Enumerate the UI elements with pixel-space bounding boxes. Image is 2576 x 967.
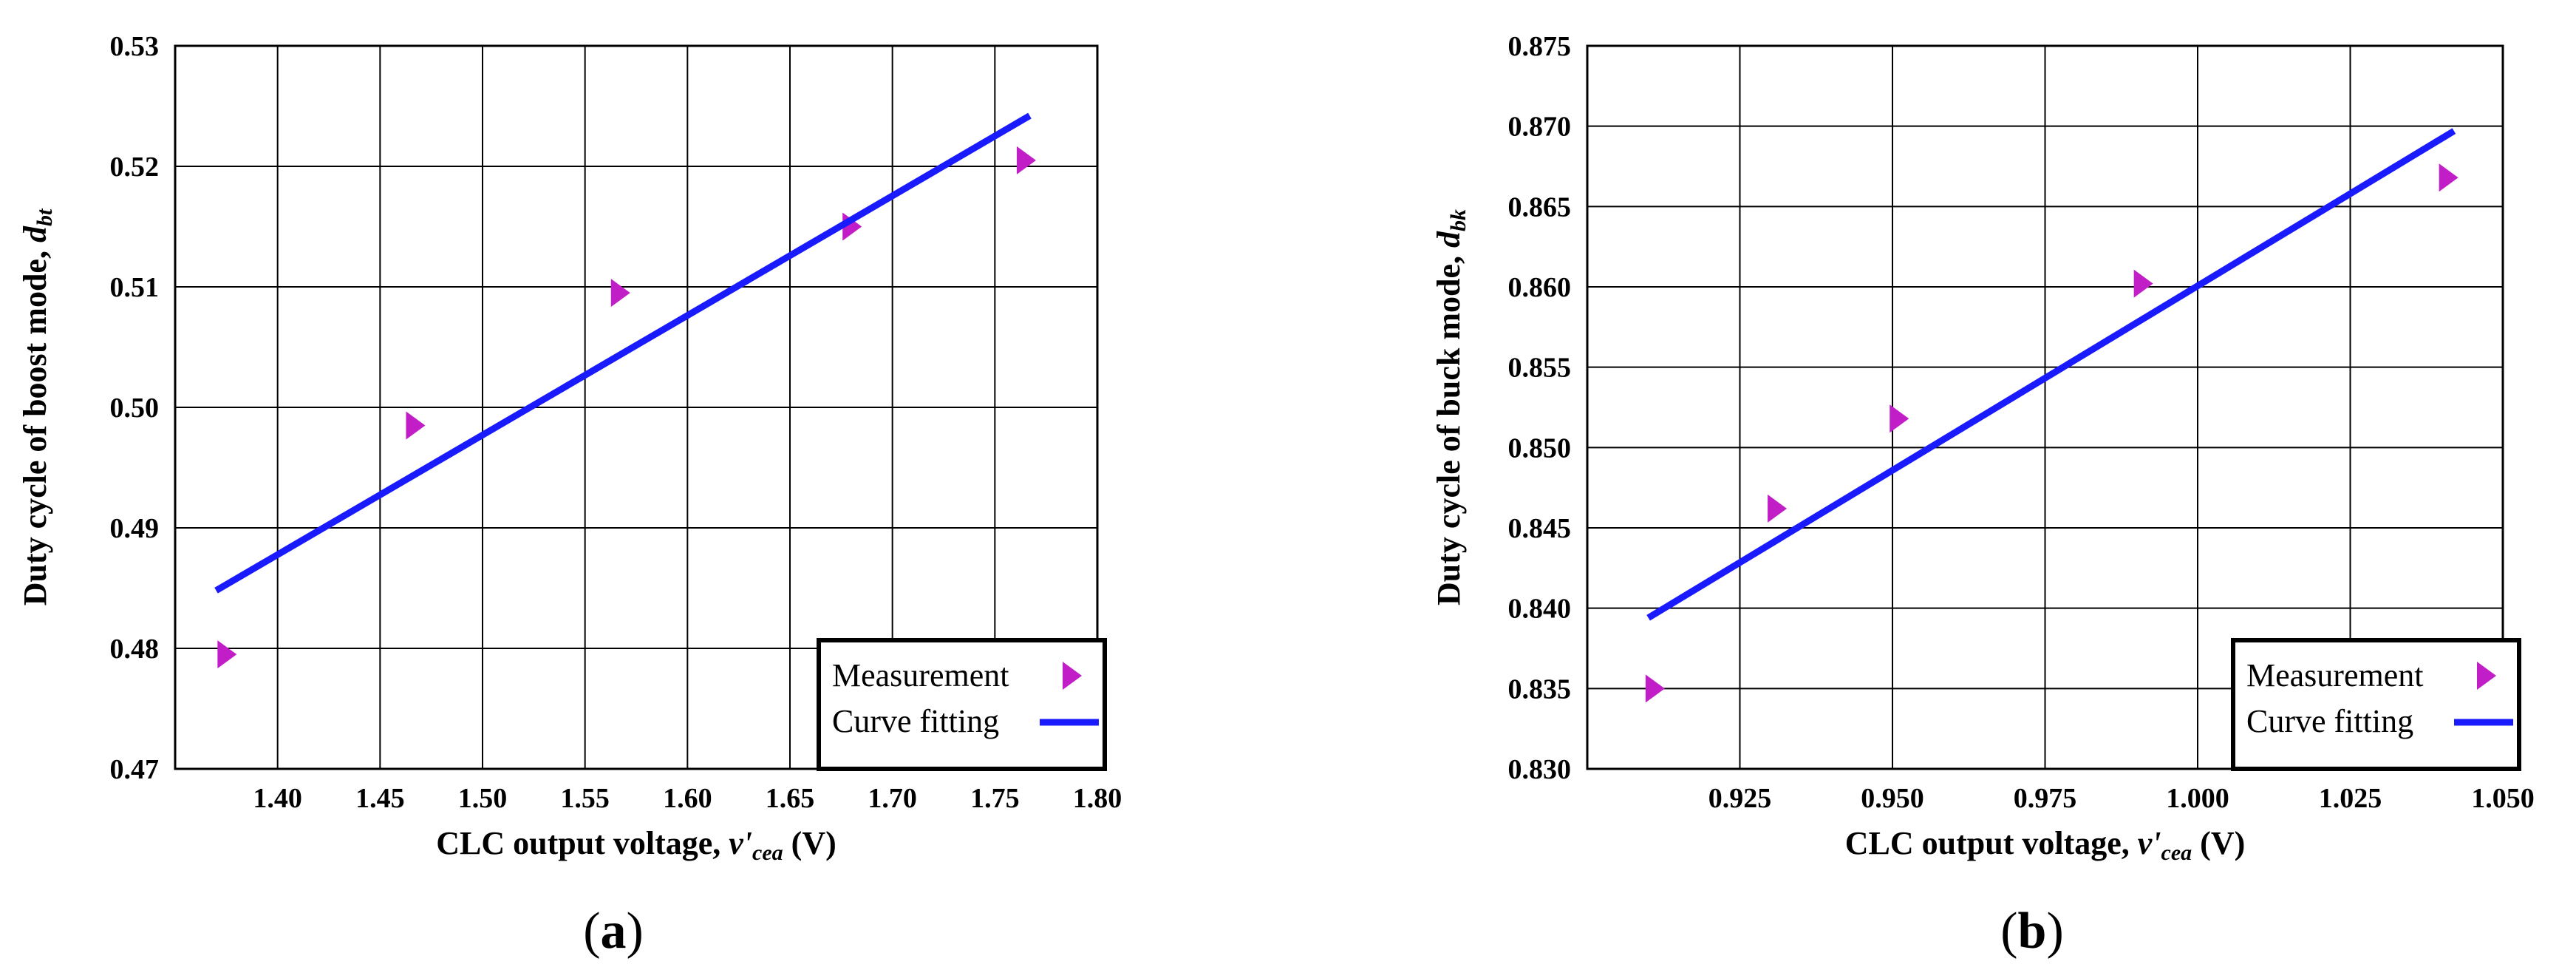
y-tick-label: 0.52: [110, 152, 160, 183]
y-tick-label: 0.48: [110, 634, 160, 665]
x-tick-label: 1.40: [253, 783, 302, 814]
x-tick-label: 1.45: [355, 783, 405, 814]
x-tick-label: 0.950: [1861, 783, 1924, 814]
chart-panel-a: 1.40 1.45 1.50 1.55 1.60 1.65 1.70 1.75 1.80 0.47…: [17, 31, 1122, 960]
curve-fitting-line: [214, 112, 1032, 594]
measurement-point: [1016, 146, 1036, 174]
measurement-point: [2439, 163, 2459, 192]
x-tick-label: 1.60: [663, 783, 712, 814]
y-axis-label: Duty cycle of boost mode, dbt: [17, 208, 57, 605]
y-tick-label: 0.840: [1508, 594, 1572, 625]
curve-fitting-line: [1646, 128, 2456, 621]
y-tick-label: 0.835: [1508, 673, 1572, 705]
x-tick-label: 0.975: [2014, 783, 2077, 814]
panel-label: (a): [583, 903, 644, 960]
y-axis-label: Duty cycle of buck mode, dbk: [1431, 209, 1471, 605]
measurement-point: [406, 411, 426, 440]
legend: Measurement Curve fitting: [817, 638, 1107, 771]
x-tick-label: 1.000: [2166, 783, 2229, 814]
y-tick-label: 0.875: [1508, 31, 1572, 62]
measurement-point: [1890, 404, 1909, 433]
y-tick-label: 0.860: [1508, 272, 1572, 303]
panel-label: (b): [2000, 903, 2064, 960]
legend-box: [2231, 638, 2521, 771]
legend: Measurement Curve fitting: [2231, 638, 2521, 771]
legend-marker-icon: [1063, 662, 1082, 690]
y-tick-label: 0.850: [1508, 432, 1572, 464]
x-tick-label: 1.55: [560, 783, 610, 814]
y-tick-label: 0.865: [1508, 191, 1572, 223]
measurement-point: [1768, 494, 1788, 523]
y-tick-label: 0.47: [110, 754, 160, 785]
x-axis-label: CLC output voltage, v'cea (V): [1845, 825, 2246, 865]
y-tick-label: 0.870: [1508, 112, 1572, 143]
measurement-point: [217, 640, 237, 669]
legend-marker-icon: [2477, 662, 2496, 690]
y-tick-label: 0.53: [110, 31, 160, 62]
legend-label-curve-fitting: Curve fitting: [2246, 703, 2413, 739]
measurement-point: [610, 279, 630, 308]
y-tick-label: 0.51: [110, 272, 160, 303]
y-tick-label: 0.50: [110, 393, 160, 424]
plot-area-frame: [174, 44, 1099, 770]
x-tick-label: 1.70: [868, 783, 917, 814]
legend-label-measurement: Measurement: [832, 657, 1009, 693]
legend-box: [817, 638, 1107, 771]
legend-label-curve-fitting: Curve fitting: [832, 703, 999, 739]
x-tick-label: 1.050: [2471, 783, 2535, 814]
x-tick-label: 1.75: [970, 783, 1020, 814]
measurement-point: [1645, 674, 1665, 703]
y-tick-label: 0.845: [1508, 513, 1572, 544]
y-tick-label: 0.855: [1508, 353, 1572, 384]
y-tick-label: 0.830: [1508, 754, 1572, 785]
chart-panel-b: 0.925 0.950 0.975 1.000 1.025 1.050 0.830 0.835…: [1431, 31, 2535, 960]
x-tick-label: 1.65: [766, 783, 815, 814]
x-tick-label: 1.025: [2319, 783, 2382, 814]
legend-label-measurement: Measurement: [2246, 657, 2423, 693]
measurement-point: [2133, 269, 2153, 298]
x-tick-label: 1.50: [458, 783, 508, 814]
x-tick-label: 1.80: [1073, 783, 1122, 814]
x-tick-label: 0.925: [1708, 783, 1772, 814]
plot-area-frame: [1586, 44, 2504, 770]
x-axis-label: CLC output voltage, v'cea (V): [436, 825, 836, 865]
y-tick-label: 0.49: [110, 513, 160, 544]
